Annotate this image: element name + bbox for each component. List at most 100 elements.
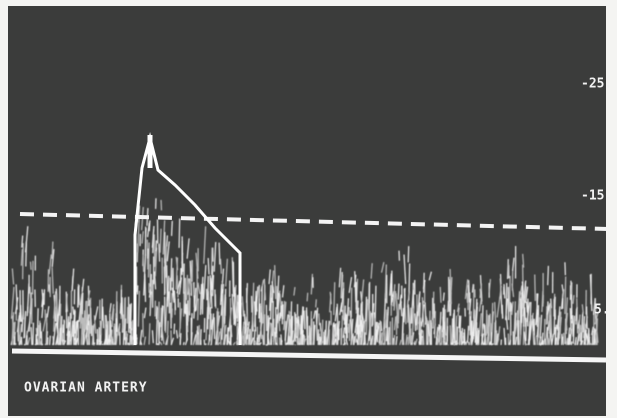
spectrum-speckle <box>208 258 209 274</box>
spectrum-speckle <box>255 341 256 345</box>
spectrum-speckle <box>571 341 572 345</box>
spectrum-speckle <box>60 343 61 345</box>
spectrum-speckle <box>389 327 390 345</box>
spectrum-speckle <box>161 308 162 327</box>
spectrum-speckle <box>159 322 160 339</box>
spectrum-speckle <box>386 310 387 328</box>
spectrum-speckle <box>40 323 41 339</box>
spectrum-speckle <box>198 335 199 345</box>
spectrum-speckle <box>563 337 564 345</box>
spectrum-speckle <box>33 323 34 345</box>
caption: OVARIAN ARTERY <box>24 381 148 396</box>
spectrum-speckle <box>443 293 444 301</box>
spectrum-speckle <box>292 316 293 345</box>
spectrum-speckle <box>589 333 590 345</box>
spectrum-speckle <box>525 286 526 298</box>
spectrum-speckle <box>146 228 147 237</box>
spectrum-speckle <box>356 327 357 343</box>
spectrum-speckle <box>32 298 33 324</box>
spectrum-speckle <box>398 304 399 324</box>
spectrum-speckle <box>435 311 436 338</box>
spectrum-speckle <box>41 344 42 345</box>
spectrum-speckle <box>219 243 220 265</box>
spectrum-speckle <box>46 323 47 345</box>
spectrum-speckle <box>374 342 375 345</box>
spectrum-speckle <box>365 332 366 345</box>
spectrum-speckle <box>187 275 188 300</box>
spectrum-speckle <box>423 330 424 345</box>
spectrum-speckle <box>380 320 381 345</box>
spectrum-speckle <box>408 246 409 262</box>
spectrum-speckle <box>587 307 588 330</box>
spectrum-speckle <box>460 318 461 333</box>
spectrum-speckle <box>344 306 345 325</box>
spectrum-speckle <box>426 316 427 325</box>
spectrum-speckle <box>243 302 244 316</box>
spectrum-speckle <box>550 322 551 333</box>
spectrum-speckle <box>148 249 149 259</box>
spectrum-speckle <box>535 275 536 301</box>
spectrum-speckle <box>149 323 150 344</box>
spectrum-speckle <box>237 323 238 344</box>
spectrum-speckle <box>198 298 199 320</box>
scale-label: -15. <box>581 189 612 204</box>
spectrum-speckle <box>450 325 451 345</box>
spectrum-speckle <box>492 303 493 332</box>
spectrum-speckle <box>414 343 415 345</box>
spectrum-speckle <box>316 299 317 307</box>
spectrum-speckle <box>504 284 505 298</box>
spectrum-speckle <box>125 337 126 345</box>
spectrum-speckle <box>191 313 192 345</box>
spectrum-speckle <box>120 303 121 314</box>
spectrum-speckle <box>495 302 496 321</box>
spectrum-speckle <box>211 248 212 275</box>
spectrum-speckle <box>297 323 298 336</box>
ultrasound-screen: -25. -15. 5. OVARIAN ARTERY <box>0 0 617 418</box>
spectrum-speckle <box>440 287 441 303</box>
spectrum-speckle <box>525 344 527 345</box>
spectrum-speckle <box>472 332 473 345</box>
spectrum-speckle <box>182 253 183 263</box>
spectrum-speckle <box>467 293 468 303</box>
spectrum-speckle <box>595 328 596 345</box>
spectrum-speckle <box>522 303 523 323</box>
spectrum-speckle <box>565 277 566 315</box>
spectrum-speckle <box>52 242 53 259</box>
spectrum-speckle <box>167 265 168 301</box>
spectrum-speckle <box>159 244 160 262</box>
spectrum-speckle <box>295 312 296 342</box>
spectrum-speckle <box>209 335 210 345</box>
spectrum-speckle <box>394 335 395 345</box>
spectrum-speckle <box>143 255 144 272</box>
spectrum-speckle <box>50 336 51 345</box>
spectrum-speckle <box>548 266 549 285</box>
spectrum-speckle <box>167 235 168 246</box>
scale-label: 5. <box>594 303 610 318</box>
spectrum-speckle <box>228 331 229 339</box>
spectrum-speckle <box>127 307 128 324</box>
spectrum-speckle <box>221 259 222 274</box>
page-edge <box>606 0 617 418</box>
spectrum-speckle <box>144 277 145 295</box>
spectrum-speckle <box>37 308 38 336</box>
spectrum-speckle <box>370 311 371 339</box>
spectrum-speckle <box>116 291 117 318</box>
spectrum-speckle <box>469 280 470 302</box>
spectrum-speckle <box>403 333 404 345</box>
spectrum-speckle <box>172 221 173 236</box>
spectrum-speckle <box>444 305 445 330</box>
spectrum-speckle <box>103 307 104 329</box>
spectrum-speckle <box>185 303 186 314</box>
spectrum-speckle <box>97 339 98 345</box>
page: -25. -15. 5. OVARIAN ARTERY (() => { con… <box>0 0 617 418</box>
spectrum-speckle <box>319 314 320 326</box>
spectrum-speckle <box>448 301 449 312</box>
spectrum-speckle <box>31 327 32 345</box>
spectrum-speckle <box>354 336 355 345</box>
spectrum-speckle <box>375 286 376 322</box>
spectrum-speckle <box>82 293 83 314</box>
spectrum-speckle <box>30 262 31 270</box>
spectrum-speckle <box>381 321 382 331</box>
spectrum-speckle <box>311 319 312 345</box>
spectrum-speckle <box>21 337 22 345</box>
